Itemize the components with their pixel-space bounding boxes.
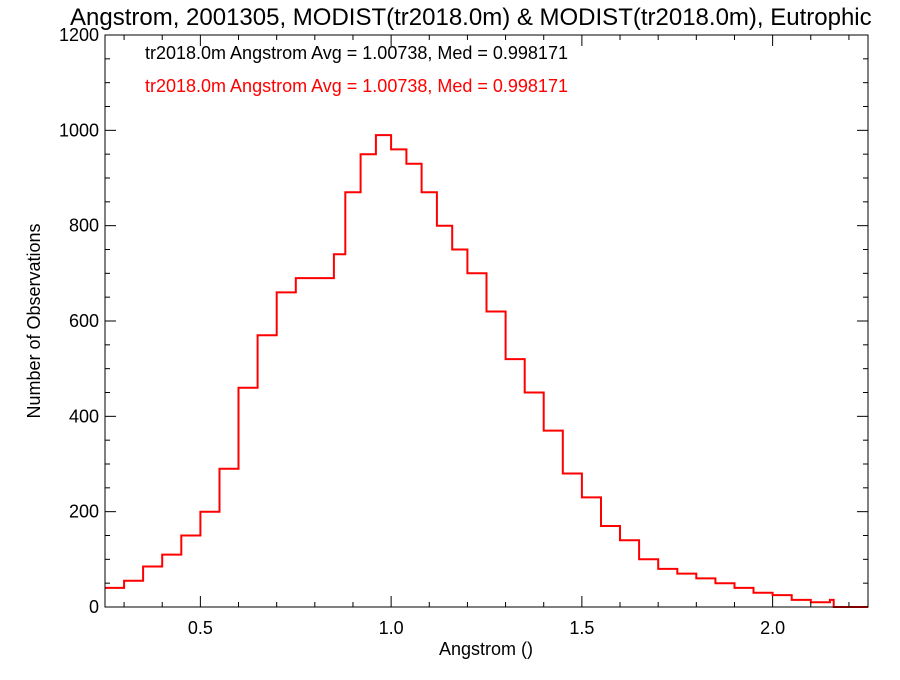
y-tick-label: 400 (69, 406, 99, 426)
y-tick-label: 200 (69, 502, 99, 522)
y-tick-label: 0 (89, 597, 99, 617)
y-tick-label: 1200 (59, 25, 99, 45)
x-tick-label: 1.5 (569, 618, 594, 638)
plot-area: 0.5 1.0 1.5 2.0 0 200 400 600 800 1000 1200 (59, 25, 869, 638)
stats-annotation-black: tr2018.0m Angstrom Avg = 1.00738, Med = … (145, 43, 568, 63)
series-line-0 (105, 134, 868, 608)
y-axis-label: Number of Observations (24, 223, 44, 418)
y-tick-label: 1000 (59, 120, 99, 140)
x-tick-label: 0.5 (188, 618, 213, 638)
y-tick-label: 800 (69, 216, 99, 236)
x-tick-label: 1.0 (379, 618, 404, 638)
chart-title: Angstrom, 2001305, MODIST(tr2018.0m) & M… (70, 4, 872, 31)
x-axis-label: Angstrom () (439, 639, 533, 659)
y-tick-label: 600 (69, 311, 99, 331)
stats-annotation-red: tr2018.0m Angstrom Avg = 1.00738, Med = … (145, 76, 568, 96)
x-tick-label: 2.0 (760, 618, 785, 638)
